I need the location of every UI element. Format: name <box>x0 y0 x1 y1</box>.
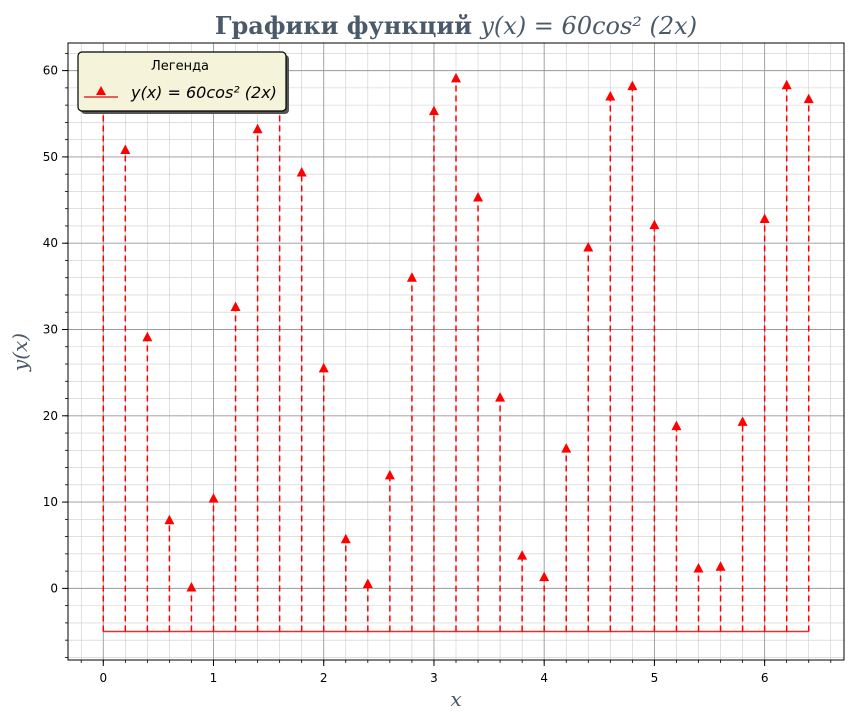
stem-marker <box>737 416 748 426</box>
stem-marker <box>693 563 704 573</box>
stem-marker <box>340 533 351 544</box>
stem-marker <box>208 493 219 503</box>
stem-marker <box>539 571 550 582</box>
stem-marker <box>781 79 792 90</box>
chart-title: Графики функций y(x) = 60cos² (2x) <box>215 11 697 40</box>
y-axis-label: y(x) <box>8 333 32 372</box>
stem-marker <box>495 392 506 402</box>
stem-marker <box>362 578 373 589</box>
y-tick-label: 40 <box>43 236 58 250</box>
x-tick-label: 1 <box>210 671 218 685</box>
markers <box>98 65 814 592</box>
legend-box <box>77 51 287 112</box>
y-tick-label: 20 <box>43 409 58 423</box>
stem-marker <box>252 123 263 134</box>
x-ticks: 0 1 2 3 4 5 6 <box>80 660 832 685</box>
stem-marker <box>451 72 461 83</box>
stem-marker <box>230 301 241 312</box>
y-tick-label: 0 <box>50 581 58 595</box>
x-axis-label: x <box>450 687 461 711</box>
y-tick-label: 30 <box>43 322 58 336</box>
stem-marker <box>164 514 175 525</box>
stem-marker <box>759 213 770 224</box>
x-tick-label: 3 <box>430 671 438 685</box>
legend-marker-triangle-icon <box>96 86 106 95</box>
stem-marker <box>428 105 439 116</box>
stem-marker <box>318 362 329 373</box>
chart-title-plain: Графики функций <box>215 11 480 40</box>
x-tick-label: 5 <box>651 671 659 685</box>
stem-marker <box>715 561 726 571</box>
stem-marker <box>384 469 395 480</box>
legend: Легенда y(x) = 60cos² (2x) <box>77 51 289 114</box>
x-tick-label: 4 <box>540 671 548 685</box>
stem-marker <box>517 550 528 560</box>
chart-title-math: y(x) = 60cos² (2x) <box>479 12 697 40</box>
legend-series-label: y(x) = 60cos² (2x) <box>130 83 277 102</box>
stem-marker <box>649 219 660 230</box>
stem-marker <box>583 242 594 252</box>
stem-marker <box>671 420 682 431</box>
y-tick-label: 60 <box>43 64 58 78</box>
stem-marker <box>120 144 131 155</box>
stem-marker <box>406 272 417 282</box>
stem-marker <box>473 191 484 202</box>
stem-marker <box>142 331 153 342</box>
stem-marker <box>605 91 616 101</box>
stems <box>102 70 810 633</box>
legend-title: Легенда <box>151 59 209 74</box>
stem-marker <box>803 93 814 104</box>
x-tick-label: 2 <box>320 671 328 685</box>
y-tick-label: 50 <box>43 150 58 164</box>
stem-marker <box>561 443 572 453</box>
stem-marker <box>186 582 197 592</box>
x-tick-label: 6 <box>761 671 769 685</box>
stem-marker <box>627 80 638 91</box>
x-tick-label: 0 <box>99 671 107 685</box>
y-ticks: 0 10 20 30 40 50 60 <box>43 52 68 658</box>
stem-marker <box>296 166 307 177</box>
y-tick-label: 10 <box>43 495 58 509</box>
